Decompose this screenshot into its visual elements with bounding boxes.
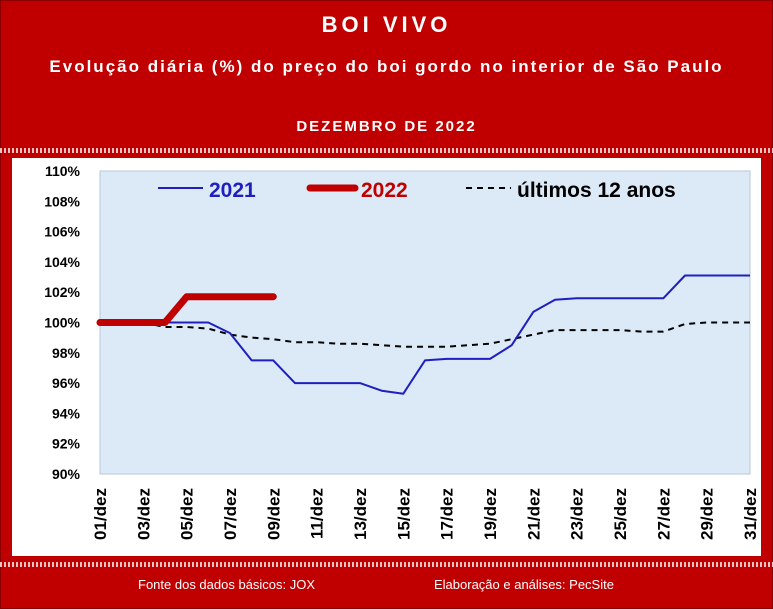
- x-tick-label: 09/dez: [264, 488, 283, 540]
- x-tick-label: 07/dez: [221, 488, 240, 540]
- x-tick-label: 27/dez: [654, 488, 673, 540]
- x-tick-label: 29/dez: [698, 488, 717, 540]
- source-note: Fonte dos dados básicos: JOX: [138, 577, 316, 592]
- legend-label: últimos 12 anos: [517, 179, 676, 202]
- series-line-2021: [100, 274, 750, 395]
- y-tick-label: 94%: [52, 405, 81, 421]
- legend-label: 2022: [361, 179, 408, 202]
- x-tick-label: 23/dez: [568, 488, 587, 540]
- series-line-2022: [96, 293, 277, 326]
- chart-period: DEZEMBRO DE 2022: [296, 118, 477, 135]
- chart-title: BOI VIVO: [321, 12, 452, 37]
- x-tick-label: 31/dez: [741, 488, 760, 540]
- credit-note: Elaboração e análises: PecSite: [434, 577, 614, 592]
- x-tick-label: 03/dez: [134, 488, 153, 540]
- y-tick-label: 102%: [44, 284, 80, 300]
- y-tick-label: 110%: [45, 163, 81, 179]
- x-tick-label: 17/dez: [438, 488, 457, 540]
- x-tick-label: 15/dez: [394, 488, 413, 540]
- top-divider: [0, 148, 773, 153]
- y-tick-label: 104%: [44, 254, 80, 270]
- chart-header: BOI VIVO Evolução diária (%) do preço do…: [0, 0, 773, 150]
- y-tick-label: 106%: [44, 224, 80, 240]
- y-tick-label: 98%: [52, 345, 81, 361]
- x-tick-label: 21/dez: [524, 488, 543, 540]
- x-tick-label: 19/dez: [481, 488, 500, 540]
- x-tick-label: 01/dez: [91, 488, 110, 540]
- y-tick-label: 100%: [44, 315, 80, 331]
- y-tick-label: 92%: [52, 436, 81, 452]
- x-tick-label: 11/dez: [308, 488, 327, 539]
- y-tick-label: 90%: [52, 466, 81, 482]
- x-tick-label: 13/dez: [351, 488, 370, 540]
- chart-subtitle: Evolução diária (%) do preço do boi gord…: [49, 57, 724, 76]
- x-tick-label: 05/dez: [178, 488, 197, 540]
- y-tick-label: 96%: [52, 375, 81, 391]
- x-tick-label: 25/dez: [611, 488, 630, 540]
- chart-legend: 2021 2022 últimos 12 anos: [158, 179, 676, 202]
- legend-label: 2021: [209, 179, 256, 202]
- y-tick-label: 108%: [44, 193, 80, 209]
- bottom-divider: [0, 562, 773, 567]
- chart-footer: Fonte dos dados básicos: JOX Elaboração …: [0, 572, 773, 598]
